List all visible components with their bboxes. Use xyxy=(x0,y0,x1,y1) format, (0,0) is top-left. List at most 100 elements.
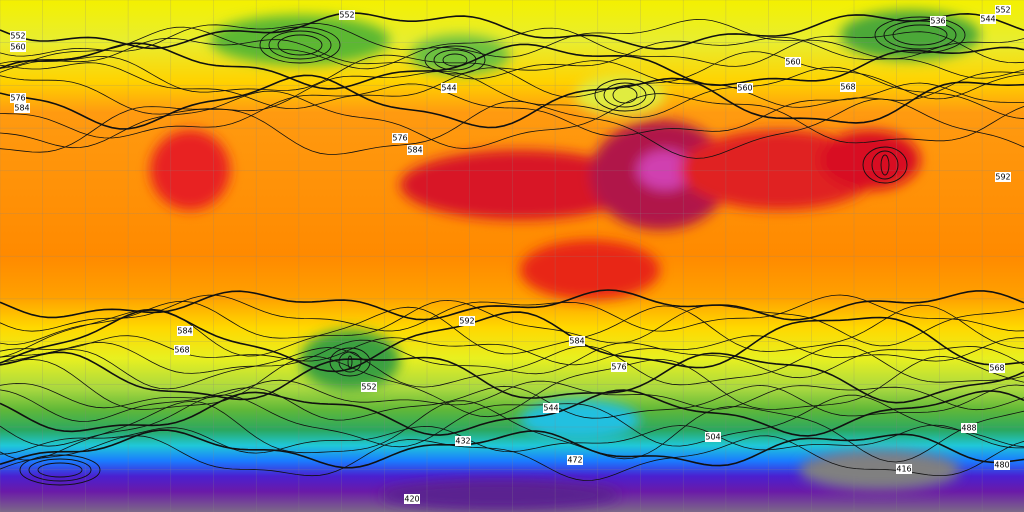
contour-line xyxy=(433,49,477,71)
contour-line xyxy=(347,355,353,369)
label-background xyxy=(10,31,26,41)
contour-line xyxy=(0,12,1024,50)
contour-label: 420 xyxy=(404,495,419,504)
contour-line xyxy=(0,355,1024,418)
label-background xyxy=(361,382,377,392)
contour-line xyxy=(871,150,899,180)
contour-label: 544 xyxy=(543,404,558,413)
label-background xyxy=(10,42,26,52)
contour-line xyxy=(0,299,1024,347)
contour-line xyxy=(0,82,1024,139)
contour-line xyxy=(594,78,656,112)
contour-label: 584 xyxy=(407,146,422,155)
contour-line xyxy=(0,344,1024,390)
label-background xyxy=(407,145,423,155)
contour-line xyxy=(424,45,486,75)
contour-label: 584 xyxy=(14,104,29,113)
label-background xyxy=(840,82,856,92)
contour-line xyxy=(0,389,1024,437)
contour-label: 584 xyxy=(177,327,192,336)
contour-label: 568 xyxy=(174,346,189,355)
contour-label: 592 xyxy=(459,317,474,326)
contour-label: 584 xyxy=(569,337,584,346)
contour-line xyxy=(0,394,1024,448)
contour-line xyxy=(874,16,966,54)
contour-line xyxy=(268,30,332,60)
contour-label: 536 xyxy=(930,17,945,26)
contour-label: 560 xyxy=(737,84,752,93)
label-background xyxy=(404,494,420,504)
contour-label: 416 xyxy=(896,465,911,474)
contour-line xyxy=(277,34,323,56)
contour-line xyxy=(0,435,1024,481)
contour-label: 592 xyxy=(995,173,1010,182)
contour-label: 552 xyxy=(10,32,25,41)
contour-label: 560 xyxy=(10,43,25,52)
label-background xyxy=(339,10,355,20)
contour-line xyxy=(0,74,1024,130)
label-background xyxy=(930,16,946,26)
contour-line xyxy=(880,154,890,176)
contour-label: 488 xyxy=(961,424,976,433)
contour-line xyxy=(0,26,1024,70)
label-background xyxy=(785,57,801,67)
contour-line xyxy=(0,351,1024,404)
contour-line xyxy=(0,379,1024,411)
label-background xyxy=(705,432,721,442)
contour-label: 504 xyxy=(705,433,720,442)
label-background xyxy=(896,464,912,474)
label-background xyxy=(174,345,190,355)
label-background xyxy=(459,316,475,326)
contour-line xyxy=(603,82,647,108)
contour-line xyxy=(0,90,1024,149)
label-background xyxy=(392,133,408,143)
contour-label: 472 xyxy=(567,456,582,465)
label-background xyxy=(737,83,753,93)
label-background xyxy=(994,460,1010,470)
label-background xyxy=(980,14,996,24)
contour-line xyxy=(862,146,908,184)
contour-label: 576 xyxy=(611,363,626,372)
label-background xyxy=(455,436,471,446)
contour-line xyxy=(0,51,1024,100)
contour-line xyxy=(0,429,1024,469)
label-background xyxy=(961,423,977,433)
contour-label: 544 xyxy=(441,84,456,93)
label-background xyxy=(567,455,583,465)
label-background xyxy=(569,336,585,346)
contour-label: 552 xyxy=(995,6,1010,15)
label-background xyxy=(989,363,1005,373)
contour-line xyxy=(0,98,1024,159)
contour-line xyxy=(28,458,92,482)
contour-line xyxy=(0,309,1024,373)
contour-line xyxy=(0,60,1024,110)
contour-line xyxy=(259,26,341,64)
contour-line xyxy=(442,53,468,67)
contour-label: 552 xyxy=(361,383,376,392)
height-contours xyxy=(0,12,1024,486)
contour-line xyxy=(0,36,1024,80)
contour-line xyxy=(0,384,1024,422)
contour-line xyxy=(0,42,1024,90)
contour-line xyxy=(0,18,1024,60)
contour-label: 432 xyxy=(455,437,470,446)
contour-line xyxy=(0,339,1024,379)
contour-line xyxy=(0,335,1024,366)
temperature-patches xyxy=(150,10,980,510)
label-background xyxy=(543,403,559,413)
contour-label: 576 xyxy=(10,94,25,103)
contour-label: 480 xyxy=(994,461,1009,470)
contour-label: 552 xyxy=(339,11,354,20)
contour-line xyxy=(612,86,638,104)
contour-line xyxy=(883,20,957,50)
contour-label: 560 xyxy=(785,58,800,67)
contour-label: 544 xyxy=(980,15,995,24)
label-background xyxy=(177,326,193,336)
label-background xyxy=(10,93,26,103)
contour-line xyxy=(892,24,948,46)
contour-line xyxy=(37,462,83,478)
label-background xyxy=(611,362,627,372)
